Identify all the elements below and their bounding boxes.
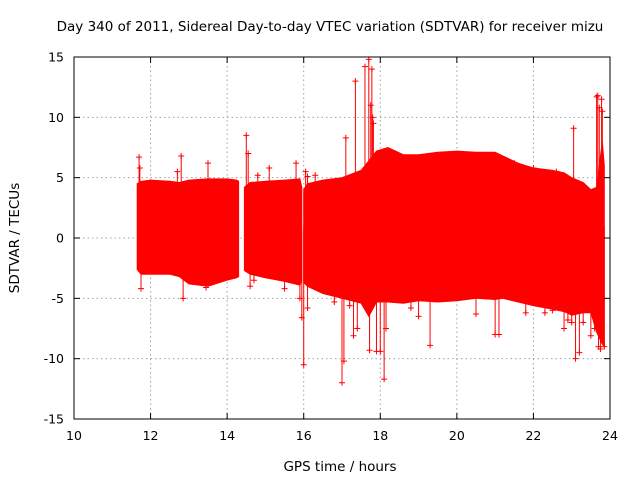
data-point	[381, 376, 388, 383]
data-point	[601, 343, 608, 350]
data-point	[361, 63, 368, 70]
data-point	[495, 331, 502, 338]
data-point	[428, 161, 435, 168]
data-point	[593, 93, 600, 100]
x-tick-label: 18	[372, 428, 388, 443]
data-point	[367, 102, 374, 109]
data-point	[377, 348, 384, 355]
data-point	[570, 125, 577, 132]
data-point	[254, 172, 261, 179]
data-point	[564, 317, 571, 324]
data-point	[541, 309, 548, 316]
data-point	[415, 313, 422, 320]
data-point	[580, 319, 587, 326]
data-point	[178, 152, 185, 159]
data-point	[203, 284, 210, 291]
data-point	[369, 114, 376, 121]
data-point	[522, 309, 529, 316]
data-area	[136, 56, 608, 386]
data-point	[370, 120, 377, 127]
data-point	[245, 150, 252, 157]
data-point	[180, 295, 187, 302]
data-point	[340, 358, 347, 365]
data-point	[293, 160, 300, 167]
data-point	[138, 285, 144, 292]
data-point	[136, 154, 143, 161]
y-tick-label: -10	[44, 351, 64, 366]
data-point	[136, 165, 143, 172]
data-band	[303, 141, 605, 348]
data-point	[407, 304, 414, 311]
data-point	[174, 168, 181, 175]
data-point	[568, 319, 575, 326]
data-point	[572, 355, 579, 362]
data-point	[352, 78, 359, 85]
data-point	[368, 66, 375, 73]
x-tick-label: 10	[66, 428, 82, 443]
y-tick-label: 15	[48, 50, 64, 65]
data-point	[561, 325, 568, 332]
y-tick-label: 0	[56, 231, 64, 246]
data-point	[304, 173, 311, 180]
data-point	[250, 277, 257, 284]
data-point	[205, 160, 211, 167]
data-point	[587, 332, 594, 339]
chart-title: Day 340 of 2011, Sidereal Day-to-day VTE…	[57, 19, 604, 35]
x-tick-label: 16	[296, 428, 312, 443]
x-tick-label: 24	[602, 428, 618, 443]
data-point	[379, 150, 386, 157]
data-point	[511, 160, 518, 167]
data-point	[331, 298, 338, 305]
y-tick-label: 5	[56, 170, 64, 185]
data-point	[553, 168, 560, 175]
y-tick-label: -15	[44, 412, 64, 427]
data-point	[346, 302, 353, 309]
x-tick-label: 22	[525, 428, 541, 443]
x-tick-label: 20	[449, 428, 465, 443]
data-point	[599, 108, 606, 115]
y-tick-label: -5	[52, 291, 64, 306]
data-point	[350, 332, 357, 339]
data-point	[342, 134, 349, 141]
data-point	[281, 285, 288, 292]
data-point	[549, 307, 556, 314]
x-tick-label: 12	[143, 428, 159, 443]
data-point	[366, 347, 373, 354]
data-point	[576, 349, 583, 356]
data-point	[371, 152, 378, 159]
data-band	[243, 178, 303, 286]
data-point	[530, 165, 537, 172]
x-tick-label: 14	[219, 428, 235, 443]
data-point	[312, 172, 319, 179]
axes: 10 12 14 16 18 20 22 24 -15 -10 -5 0 5 10 15	[44, 50, 618, 444]
data-point	[266, 165, 273, 172]
data-band	[136, 178, 240, 287]
y-axis-label: SDTVAR / TECUs	[7, 183, 23, 293]
data-point	[243, 132, 250, 139]
data-point	[591, 325, 598, 332]
data-point	[304, 304, 311, 311]
data-point	[247, 283, 254, 290]
data-point	[300, 361, 307, 368]
data-point	[473, 311, 479, 318]
data-point	[594, 92, 601, 99]
data-point	[598, 96, 605, 103]
data-point	[302, 168, 309, 175]
data-point	[339, 379, 345, 386]
data-point	[427, 342, 434, 349]
y-tick-label: 10	[48, 110, 64, 125]
plot-frame	[73, 56, 611, 420]
data-point	[597, 346, 604, 353]
data-point	[354, 325, 361, 332]
x-axis-label: GPS time / hours	[283, 459, 396, 475]
data-point	[383, 325, 390, 332]
